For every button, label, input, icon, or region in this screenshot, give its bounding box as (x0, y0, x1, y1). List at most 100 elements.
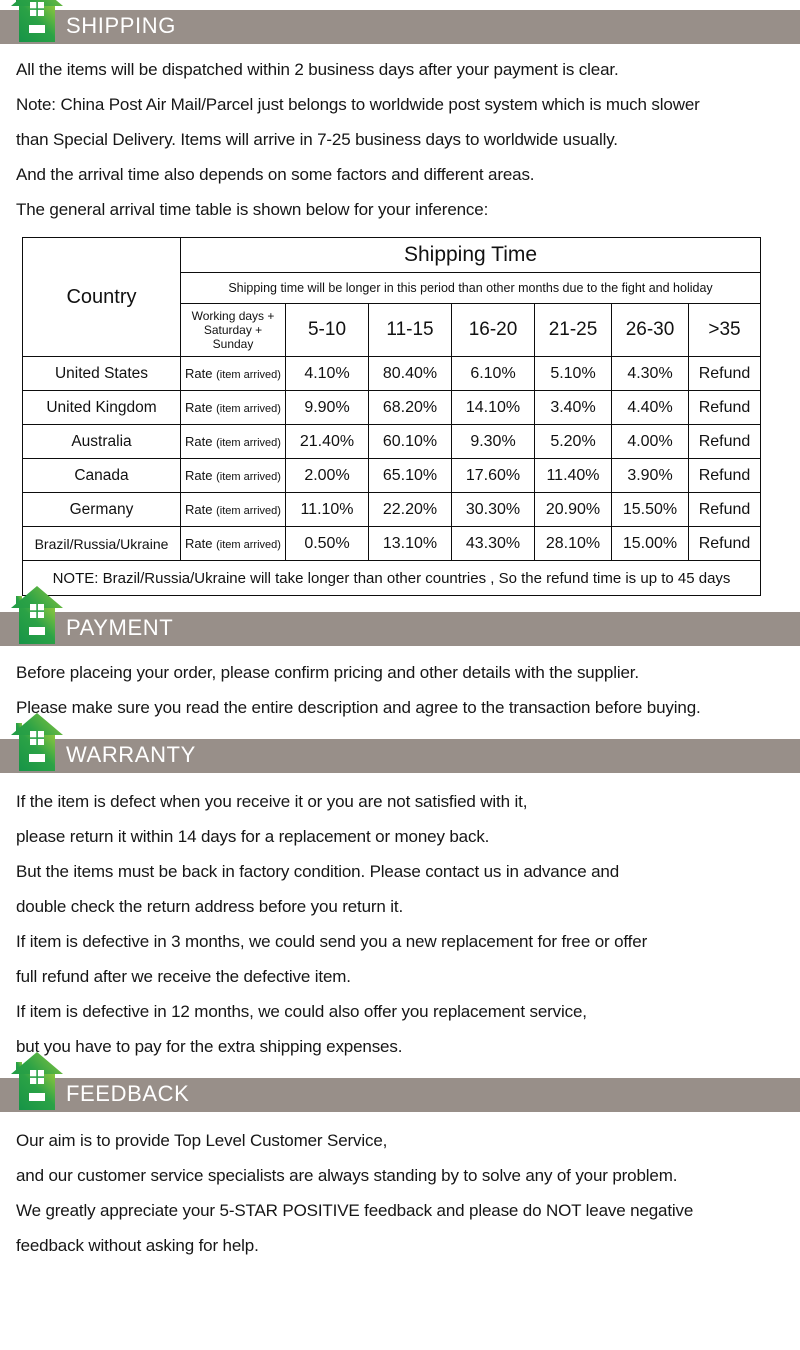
warranty-line-6: full refund after we receive the defecti… (16, 967, 351, 986)
header-range-16-20: 16-20 (451, 303, 535, 357)
cell-value: 30.30% (451, 492, 535, 527)
banner-feedback: FEEDBACK (0, 1052, 800, 1112)
cell-refund: Refund (687, 390, 762, 425)
table-row: United States Rate (item arrived) 4.10% … (22, 356, 762, 391)
feedback-paragraphs: Our aim is to provide Top Level Customer… (0, 1112, 800, 1263)
warranty-paragraphs: If the item is defect when you receive i… (0, 773, 800, 1064)
section-shipping: SHIPPING All the items will be dispatche… (0, 0, 800, 596)
payment-line-1: Before placeing your order, please confi… (16, 663, 639, 682)
warranty-line-5: If item is defective in 3 months, we cou… (16, 932, 648, 951)
shipping-line-2: Note: China Post Air Mail/Parcel just be… (16, 95, 700, 114)
shipping-line-4: And the arrival time also depends on som… (16, 165, 535, 184)
rate-main: Rate (185, 468, 213, 483)
cell-rate-label: Rate (item arrived) (180, 356, 286, 391)
cell-refund: Refund (687, 356, 762, 391)
section-title-warranty: WARRANTY (66, 742, 196, 767)
payment-line-2: Please make sure you read the entire des… (16, 698, 701, 717)
rate-main: Rate (185, 536, 213, 551)
section-title-feedback: FEEDBACK (66, 1081, 190, 1106)
banner-shipping: SHIPPING (0, 0, 800, 44)
table-row: Australia Rate (item arrived) 21.40% 60.… (22, 424, 762, 459)
cell-country: Germany (22, 492, 181, 527)
section-title-payment: PAYMENT (66, 615, 174, 640)
cell-value: 0.50% (285, 526, 369, 561)
payment-paragraphs: Before placeing your order, please confi… (0, 646, 800, 725)
cell-refund: Refund (687, 424, 762, 459)
warranty-line-3: But the items must be back in factory co… (16, 862, 620, 881)
cell-value: 9.30% (451, 424, 535, 459)
rate-main: Rate (185, 366, 213, 381)
shipping-paragraphs: All the items will be dispatched within … (0, 44, 800, 227)
cell-value: 4.30% (611, 356, 689, 391)
cell-value: 5.20% (534, 424, 612, 459)
table-row: Canada Rate (item arrived) 2.00% 65.10% … (22, 458, 762, 493)
shipping-line-1: All the items will be dispatched within … (16, 60, 619, 79)
rate-main: Rate (185, 400, 213, 415)
cell-value: 4.40% (611, 390, 689, 425)
table-header-row-subtitle: Shipping time will be longer in this per… (23, 272, 762, 304)
rate-sub: (item arrived) (216, 369, 281, 381)
cell-value: 65.10% (368, 458, 452, 493)
header-country: Country (22, 237, 181, 357)
cell-value: 60.10% (368, 424, 452, 459)
cell-country: Australia (22, 424, 181, 459)
spacer-feedback (0, 1064, 800, 1078)
cell-value: 15.00% (611, 526, 689, 561)
section-payment: PAYMENT Before placeing your order, plea… (0, 586, 800, 725)
spacer-warranty (0, 725, 800, 739)
cell-country: United Kingdom (22, 390, 181, 425)
cell-value: 5.10% (534, 356, 612, 391)
cell-value: 80.40% (368, 356, 452, 391)
shipping-line-3: than Special Delivery. Items will arrive… (16, 130, 618, 149)
cell-value: 9.90% (285, 390, 369, 425)
cell-value: 2.00% (285, 458, 369, 493)
header-subtitle: Shipping time will be longer in this per… (179, 272, 762, 304)
table-row: Brazil/Russia/Ukraine Rate (item arrived… (22, 526, 762, 561)
cell-value: 28.10% (534, 526, 612, 561)
header-range-21-25: 21-25 (534, 303, 612, 357)
cell-rate-label: Rate (item arrived) (180, 390, 286, 425)
feedback-line-2: and our customer service specialists are… (16, 1166, 678, 1185)
cell-refund: Refund (687, 526, 762, 561)
warranty-line-4: double check the return address before y… (16, 897, 404, 916)
cell-value: 3.40% (534, 390, 612, 425)
warranty-line-8: but you have to pay for the extra shippi… (16, 1037, 403, 1056)
rate-sub: (item arrived) (216, 505, 281, 517)
cell-value: 22.20% (368, 492, 452, 527)
warranty-line-2: please return it within 14 days for a re… (16, 827, 490, 846)
cell-value: 13.10% (368, 526, 452, 561)
cell-value: 11.10% (285, 492, 369, 527)
feedback-line-1: Our aim is to provide Top Level Customer… (16, 1131, 388, 1150)
cell-value: 4.00% (611, 424, 689, 459)
table-row: Germany Rate (item arrived) 11.10% 22.20… (22, 492, 762, 527)
table-header-row-title: Country Shipping Time (22, 237, 762, 357)
feedback-line-3: We greatly appreciate your 5-STAR POSITI… (16, 1201, 694, 1220)
section-warranty: WARRANTY If the item is defect when you … (0, 713, 800, 1064)
banner-payment: PAYMENT (0, 586, 800, 646)
cell-value: 14.10% (451, 390, 535, 425)
header-working-days: Working days + Saturday + Sunday (180, 303, 286, 357)
rate-main: Rate (185, 434, 213, 449)
table-footer-row: NOTE: Brazil/Russia/Ukraine will take lo… (21, 560, 762, 596)
spacer-payment (0, 596, 800, 612)
cell-value: 43.30% (451, 526, 535, 561)
cell-rate-label: Rate (item arrived) (180, 458, 286, 493)
cell-rate-label: Rate (item arrived) (180, 424, 286, 459)
header-shipping-time: Shipping Time (179, 237, 762, 273)
cell-country: Brazil/Russia/Ukraine (22, 526, 181, 561)
table-row: United Kingdom Rate (item arrived) 9.90%… (22, 390, 762, 425)
cell-value: 20.90% (534, 492, 612, 527)
section-feedback: FEEDBACK Our aim is to provide Top Level… (0, 1052, 800, 1263)
cell-value: 15.50% (611, 492, 689, 527)
cell-value: 4.10% (285, 356, 369, 391)
warranty-line-1: If the item is defect when you receive i… (16, 792, 528, 811)
rate-main: Rate (185, 502, 213, 517)
rate-sub: (item arrived) (216, 471, 281, 483)
spacer-top (0, 0, 800, 10)
warranty-line-7: If item is defective in 12 months, we co… (16, 1002, 587, 1021)
cell-value: 6.10% (451, 356, 535, 391)
cell-value: 21.40% (285, 424, 369, 459)
feedback-line-4: feedback without asking for help. (16, 1236, 259, 1255)
rate-sub: (item arrived) (216, 539, 281, 551)
header-range-over-35: >35 (687, 303, 762, 357)
